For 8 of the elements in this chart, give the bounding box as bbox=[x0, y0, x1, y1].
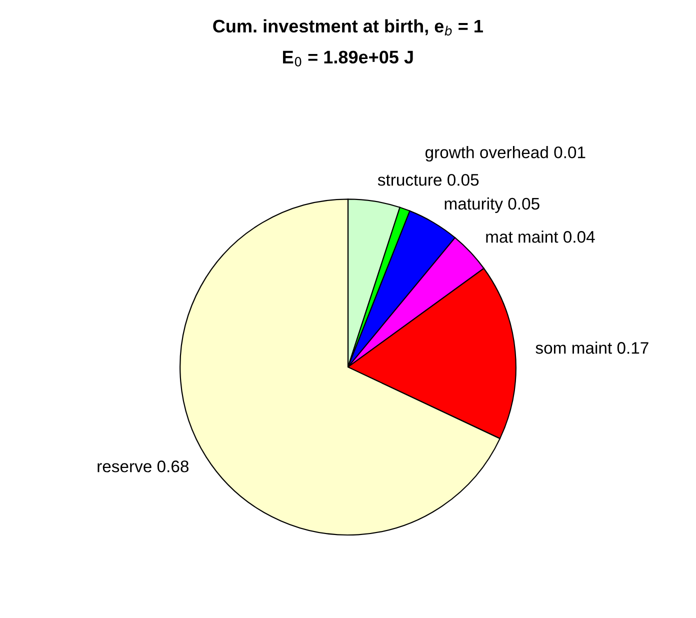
slice-label: maturity 0.05 bbox=[444, 197, 540, 213]
chart-subtitle: E$_{0}$ = 1.89e+05 J bbox=[283, 50, 413, 66]
slice-label: mat maint 0.04 bbox=[486, 230, 595, 243]
slice-label: som maint 0.17 bbox=[536, 342, 648, 354]
slice-label: structure 0.05 bbox=[378, 174, 479, 186]
slice-label: growth overhead 0.01 bbox=[425, 146, 586, 162]
slice-label: reserve 0.68 bbox=[98, 460, 188, 472]
chart-title: Cum. investment at birth, e$_{b}$ = 1 bbox=[213, 19, 483, 36]
